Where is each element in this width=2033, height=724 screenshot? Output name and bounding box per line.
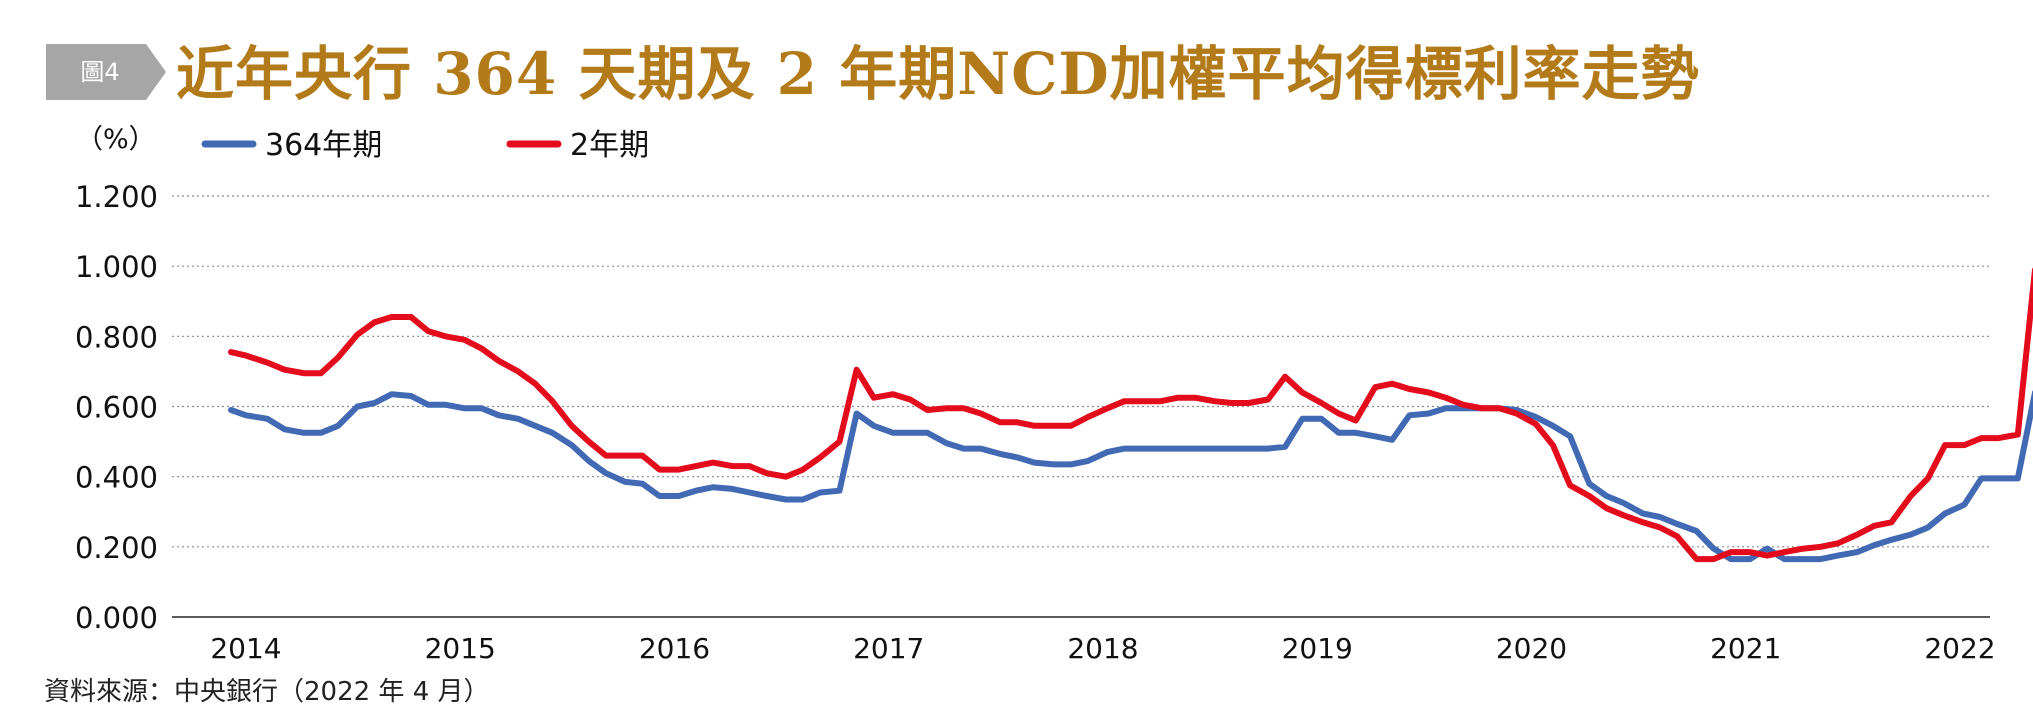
badge-shape [46,44,166,100]
x-tick-label: 2014 [210,632,281,665]
series-364-line [228,390,2033,563]
series-2y-line [228,267,2033,563]
chart-title: 近年央行 364 天期及 2 年期NCD加權平均得標利率走勢 [176,40,1700,108]
x-tick-label: 2022 [1924,632,1995,665]
y-tick-label: 1.200 [75,180,158,214]
legend-label-2y: 2年期 [570,128,649,163]
y-tick-label: 0.600 [75,391,158,425]
y-tick-label: 0.400 [75,461,158,495]
figure-badge [46,44,166,100]
y-tick-label: 0.200 [75,531,158,565]
series-lines [228,267,2033,563]
y-tick-label: 1.000 [75,250,158,284]
x-tick-label: 2021 [1710,632,1781,665]
legend-label-364: 364年期 [265,128,382,163]
figure-number: 圖4 [80,58,120,86]
x-tick-label: 2018 [1067,632,1138,665]
x-tick-label: 2019 [1282,632,1353,665]
legend: 364年期 2年期 [201,128,649,163]
x-tick-label: 2015 [425,632,496,665]
axes: 0.000 0.200 0.400 0.600 0.800 1.000 1.200 2014 2… [75,124,1996,665]
x-tick-label: 2016 [639,632,710,665]
source-note: 資料來源：中央銀行（2022 年 4 月） [44,677,490,707]
x-tick-label: 2020 [1496,632,1567,665]
y-tick-label: 0.000 [75,601,158,635]
gridlines [172,195,1990,548]
chart-header: 圖4 近年央行 364 天期及 2 年期NCD加權平均得標利率走勢 [0,0,2033,130]
y-axis-unit: （%） [76,124,156,155]
x-tick-label: 2017 [853,632,924,665]
y-tick-label: 0.800 [75,320,158,354]
